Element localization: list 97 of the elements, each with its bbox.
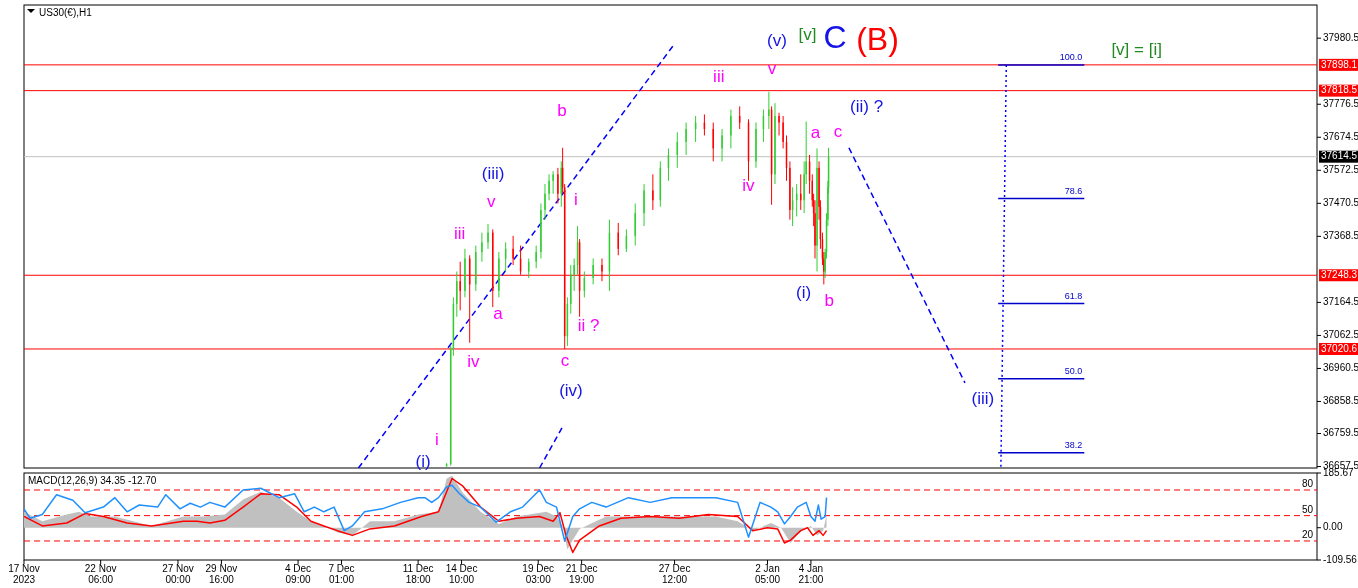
x-tick-label: 27 Dec 12:00 (658, 563, 691, 585)
x-tick-label: 22 Nov 06:00 (84, 563, 117, 585)
candlestick (512, 235, 514, 266)
annotation: c (560, 351, 570, 371)
annotation: v (767, 59, 777, 79)
x-tick-label: 17 Nov 2023 (8, 563, 40, 585)
candlestick (730, 109, 732, 149)
annotation: v (486, 192, 496, 212)
annotation: i (574, 190, 578, 210)
annotation: ii ? (577, 316, 600, 336)
x-tick-label: 4 Dec 09:00 (285, 563, 312, 585)
annotation: iii (453, 224, 466, 244)
candlestick (712, 122, 714, 162)
candlestick (721, 128, 723, 162)
annotation: 61.8 (1064, 290, 1083, 301)
y-tick-label: 37062.5 (1323, 329, 1358, 341)
candlestick (573, 258, 575, 292)
y-tick-label: 36759.5 (1323, 427, 1358, 439)
y-tick-label: 37776.5 (1323, 97, 1358, 109)
y-tick-label: 37980.5 (1323, 31, 1358, 43)
y-tick-label: 37470.5 (1323, 196, 1358, 208)
x-tick-label: 4 Jan 21:00 (798, 563, 824, 585)
candlestick (498, 251, 500, 298)
annotation: 80 (1301, 477, 1314, 489)
candlestick (570, 264, 572, 315)
x-tick-label: 7 Dec 01:00 (328, 563, 355, 585)
annotation: 50.0 (1064, 365, 1083, 376)
candlestick (774, 102, 776, 185)
chart-title: US30(€),H1 (39, 6, 93, 18)
annotation: [v] = [i] (1111, 40, 1162, 60)
ref-line-label: 37614.5 (1321, 150, 1358, 162)
y-tick-label: -109.56 (1323, 553, 1358, 565)
ref-line-label: 37818.5 (1321, 84, 1358, 96)
annotation: a (493, 304, 504, 324)
candlestick (464, 248, 466, 298)
annotation: iii (713, 67, 725, 87)
annotation: iv (742, 176, 755, 196)
candlestick (778, 112, 780, 136)
candlestick (481, 232, 483, 263)
chart-title: MACD(12,26,9) 34.35 -12.70 (28, 474, 157, 486)
annotation: 38.2 (1064, 439, 1083, 450)
y-tick-label: 0.00 (1323, 521, 1343, 533)
annotation: (B) (856, 21, 899, 58)
x-tick-label: 14 Dec 10:00 (445, 563, 478, 585)
candlestick (475, 245, 477, 292)
y-tick-label: 37572.5 (1323, 163, 1358, 175)
y-tick-label: 36960.5 (1323, 362, 1358, 374)
candlestick (755, 122, 757, 169)
candlestick (552, 170, 554, 195)
x-tick-label: 11 Dec 18:00 (402, 563, 434, 585)
annotation: iv (467, 352, 481, 372)
x-tick-label: 21 Dec 19:00 (565, 563, 598, 585)
y-tick-label: 37164.5 (1323, 296, 1358, 308)
x-tick-label: 19 Dec 03:00 (522, 563, 555, 585)
y-tick-label: 37368.5 (1323, 229, 1358, 241)
annotation: C (823, 19, 847, 56)
annotation: (i) (795, 283, 812, 303)
annotation: (v) (767, 31, 787, 51)
candlestick (685, 122, 687, 156)
x-tick-label: 27 Nov 00:00 (162, 563, 194, 585)
candlestick (652, 173, 654, 211)
annotation: b (824, 291, 834, 311)
x-tick-label: 29 Nov 16:00 (205, 563, 238, 585)
annotation: (ii) ? (850, 97, 884, 117)
annotation: (iii) (481, 164, 505, 184)
annotation: (iv) (559, 381, 583, 401)
candlestick (540, 202, 542, 260)
annotation: (iii) (971, 389, 995, 409)
y-tick-label: 37674.5 (1323, 130, 1358, 142)
ref-line-label: 37898.1 (1321, 58, 1358, 70)
ref-line-label: 37020.6 (1321, 342, 1358, 354)
candlestick (592, 258, 594, 285)
y-tick-label: 36858.5 (1323, 395, 1358, 407)
annotation: [v] (798, 25, 817, 45)
candlestick (487, 223, 489, 250)
annotation: (i) (415, 452, 431, 472)
x-tick-label: 2 Jan 05:00 (754, 563, 781, 585)
candlestick (548, 173, 550, 201)
ref-line-label: 37248.3 (1321, 268, 1358, 280)
annotation: 50 (1301, 503, 1314, 515)
annotation: 20 (1301, 528, 1314, 540)
candlestick (535, 245, 537, 269)
annotation: 78.6 (1064, 185, 1083, 196)
annotation: b (557, 101, 567, 121)
candlestick (544, 183, 546, 221)
annotation: a (810, 123, 821, 143)
candlestick (634, 202, 636, 247)
candlestick (456, 270, 458, 318)
candlestick (643, 183, 645, 227)
annotation: 100.0 (1059, 51, 1083, 62)
line-series (24, 484, 828, 542)
candlestick (768, 91, 770, 130)
candlestick (789, 160, 791, 221)
annotation: c (833, 122, 843, 142)
candlestick (782, 115, 784, 149)
candlestick (557, 167, 559, 204)
annotation: i (435, 430, 439, 450)
